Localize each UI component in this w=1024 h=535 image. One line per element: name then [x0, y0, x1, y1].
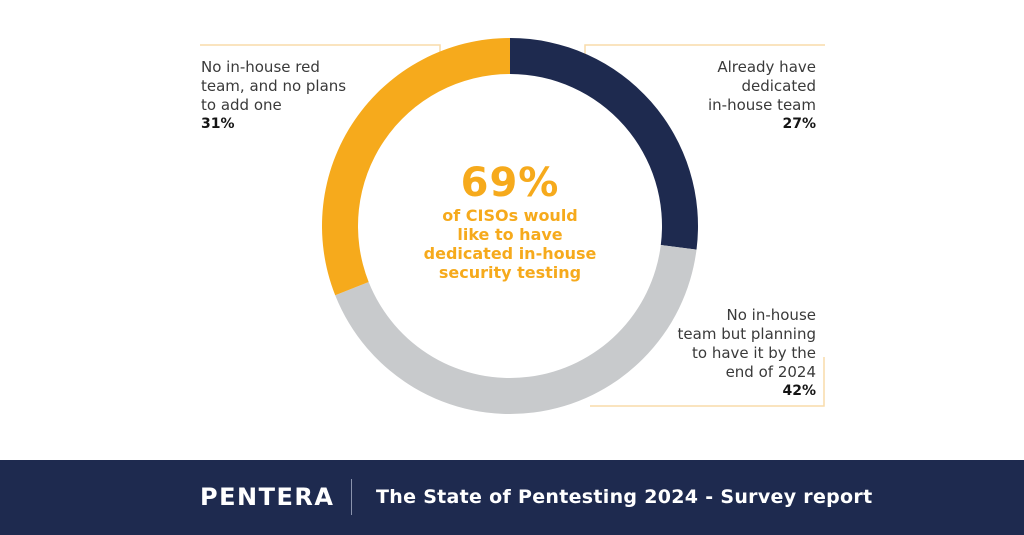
footer-divider	[351, 479, 352, 515]
center-callout: 69% of CISOs would like to have dedicate…	[380, 160, 640, 282]
brand-name: PENTERA	[200, 483, 335, 511]
slice-percent: 27%	[782, 116, 816, 132]
label-line: No in-house red	[201, 58, 320, 76]
donut-slice	[322, 38, 510, 296]
report-title: The State of Pentesting 2024 - Survey re…	[376, 486, 873, 508]
label-line: team, and no plans	[201, 77, 347, 95]
label-line: team but planning	[677, 325, 816, 343]
label-line: to add one	[201, 96, 282, 114]
center-caption-line: of CISOs would	[442, 206, 578, 225]
center-caption-line: dedicated in-house	[423, 244, 597, 263]
slice-label-planning: No in-house team but planning to have it…	[626, 306, 816, 401]
donut-slice	[510, 38, 699, 250]
footer-bar	[0, 460, 1024, 535]
leader-line	[584, 44, 825, 58]
label-line: Already have	[717, 58, 816, 76]
leader-line	[590, 357, 825, 407]
slice-percent: 42%	[782, 383, 816, 399]
center-caption-line: like to have	[457, 225, 563, 244]
slice-label-already-have: Already have dedicated in-house team 27%	[646, 58, 816, 134]
label-line: No in-house	[726, 306, 817, 324]
slice-label-no-plans: No in-house red team, and no plans to ad…	[201, 58, 361, 134]
label-line: dedicated	[741, 77, 816, 95]
leader-line	[200, 44, 441, 58]
label-line: to have it by the	[692, 344, 816, 362]
slice-percent: 31%	[201, 116, 235, 132]
label-line: end of 2024	[725, 363, 816, 381]
donut-slice	[335, 245, 697, 414]
label-line: in-house team	[707, 96, 816, 114]
center-value: 69%	[460, 160, 560, 206]
donut-slices	[322, 38, 699, 414]
center-caption-line: security testing	[438, 263, 582, 282]
donut-chart	[200, 38, 825, 414]
pentera-logo-icon	[0, 0, 36, 36]
